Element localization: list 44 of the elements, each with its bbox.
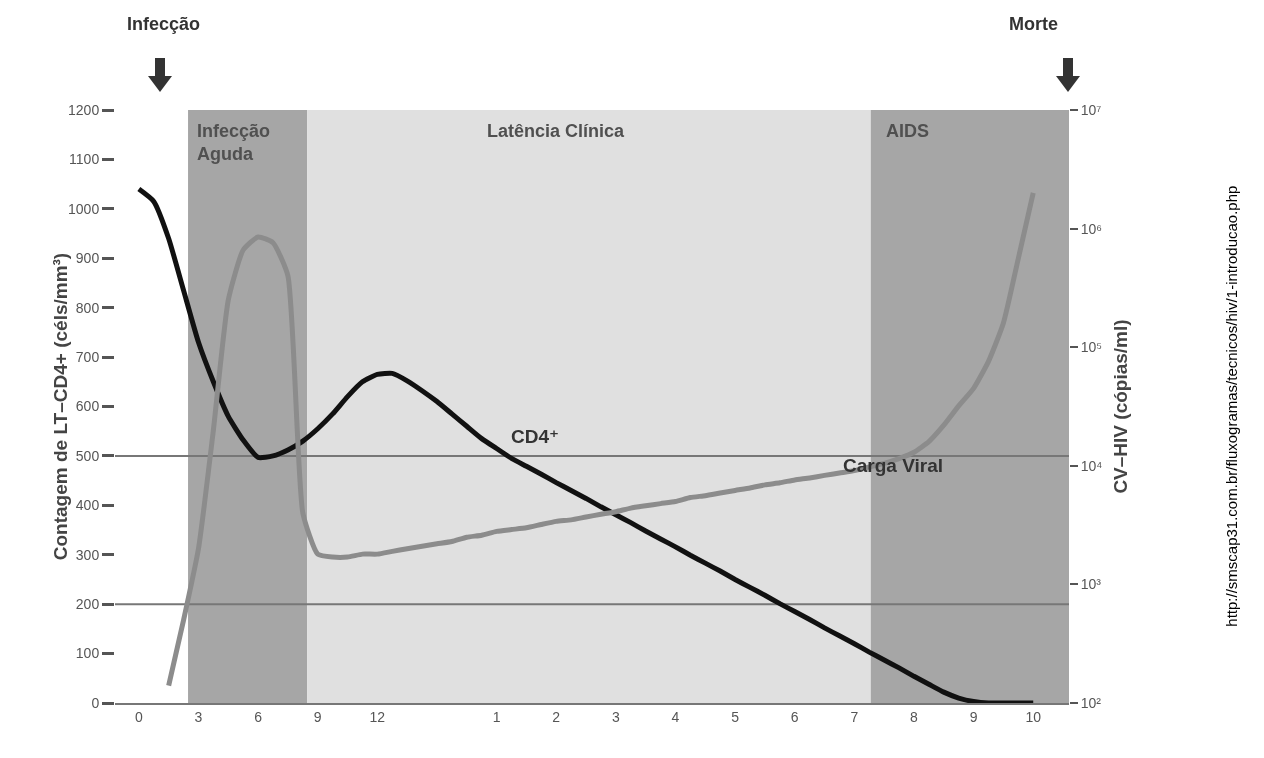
y-tick-label: 0 xyxy=(91,694,100,711)
y-tick-label: 600 xyxy=(75,398,100,415)
x-tick-label: 1 xyxy=(492,708,501,725)
y-tick-label: 300 xyxy=(75,546,100,563)
y-tick-label: 400 xyxy=(75,497,100,514)
x-tick-label: 0 xyxy=(134,708,143,725)
y2-tick-label: 10⁴ xyxy=(1080,457,1103,474)
x-tick-label: 3 xyxy=(611,708,620,725)
y-tick-label: 1000 xyxy=(68,200,100,217)
y-tick-label: 800 xyxy=(75,299,100,316)
y2-axis-title: CV–HIV (cópias/ml) xyxy=(1109,319,1131,494)
x-tick-label: 10 xyxy=(1025,708,1042,725)
y-tick-label: 200 xyxy=(75,596,100,613)
series-label: Carga Viral xyxy=(843,455,943,476)
y-tick-label: 1100 xyxy=(69,151,100,168)
y2-tick-label: 10⁷ xyxy=(1080,101,1102,118)
y2-tick-label: 10⁶ xyxy=(1080,220,1103,237)
x-tick-label: 6 xyxy=(254,708,263,725)
text: http://smscap31.com.br/fluxogramas/tecnicos/hiv/1-introducao.php xyxy=(1222,185,1240,627)
y2-tick-label: 10² xyxy=(1080,694,1102,711)
x-tick-label: 8 xyxy=(910,708,919,725)
x-tick-label: 9 xyxy=(969,708,978,725)
x-tick-label: 4 xyxy=(671,708,680,725)
x-tick-label: 12 xyxy=(369,708,386,725)
y-axis-title: Contagem de LT–CD4+ (céls/mm³) xyxy=(50,252,71,561)
y-tick-label: 900 xyxy=(75,250,100,267)
y-tick-label: 1200 xyxy=(68,101,100,118)
y-tick-label: 500 xyxy=(75,447,100,464)
annotation: Infecção Aguda xyxy=(197,121,271,165)
annotation: AIDS xyxy=(886,121,930,141)
annotation: Latência Clínica xyxy=(487,121,626,141)
x-tick-label: 2 xyxy=(552,708,561,725)
text: Infecção xyxy=(127,14,201,34)
y2-tick-label: 10³ xyxy=(1080,576,1102,593)
y-tick-label: 100 xyxy=(75,645,100,662)
y-tick-label: 700 xyxy=(75,348,100,365)
x-tick-label: 5 xyxy=(731,708,740,725)
x-tick-label: 7 xyxy=(850,708,859,725)
text: Morte xyxy=(1009,14,1058,34)
x-tick-label: 3 xyxy=(194,708,203,725)
x-tick-label: 6 xyxy=(790,708,799,725)
series-label: CD4⁺ xyxy=(511,426,560,447)
y2-tick-label: 10⁵ xyxy=(1080,339,1103,356)
x-tick-label: 9 xyxy=(313,708,322,725)
